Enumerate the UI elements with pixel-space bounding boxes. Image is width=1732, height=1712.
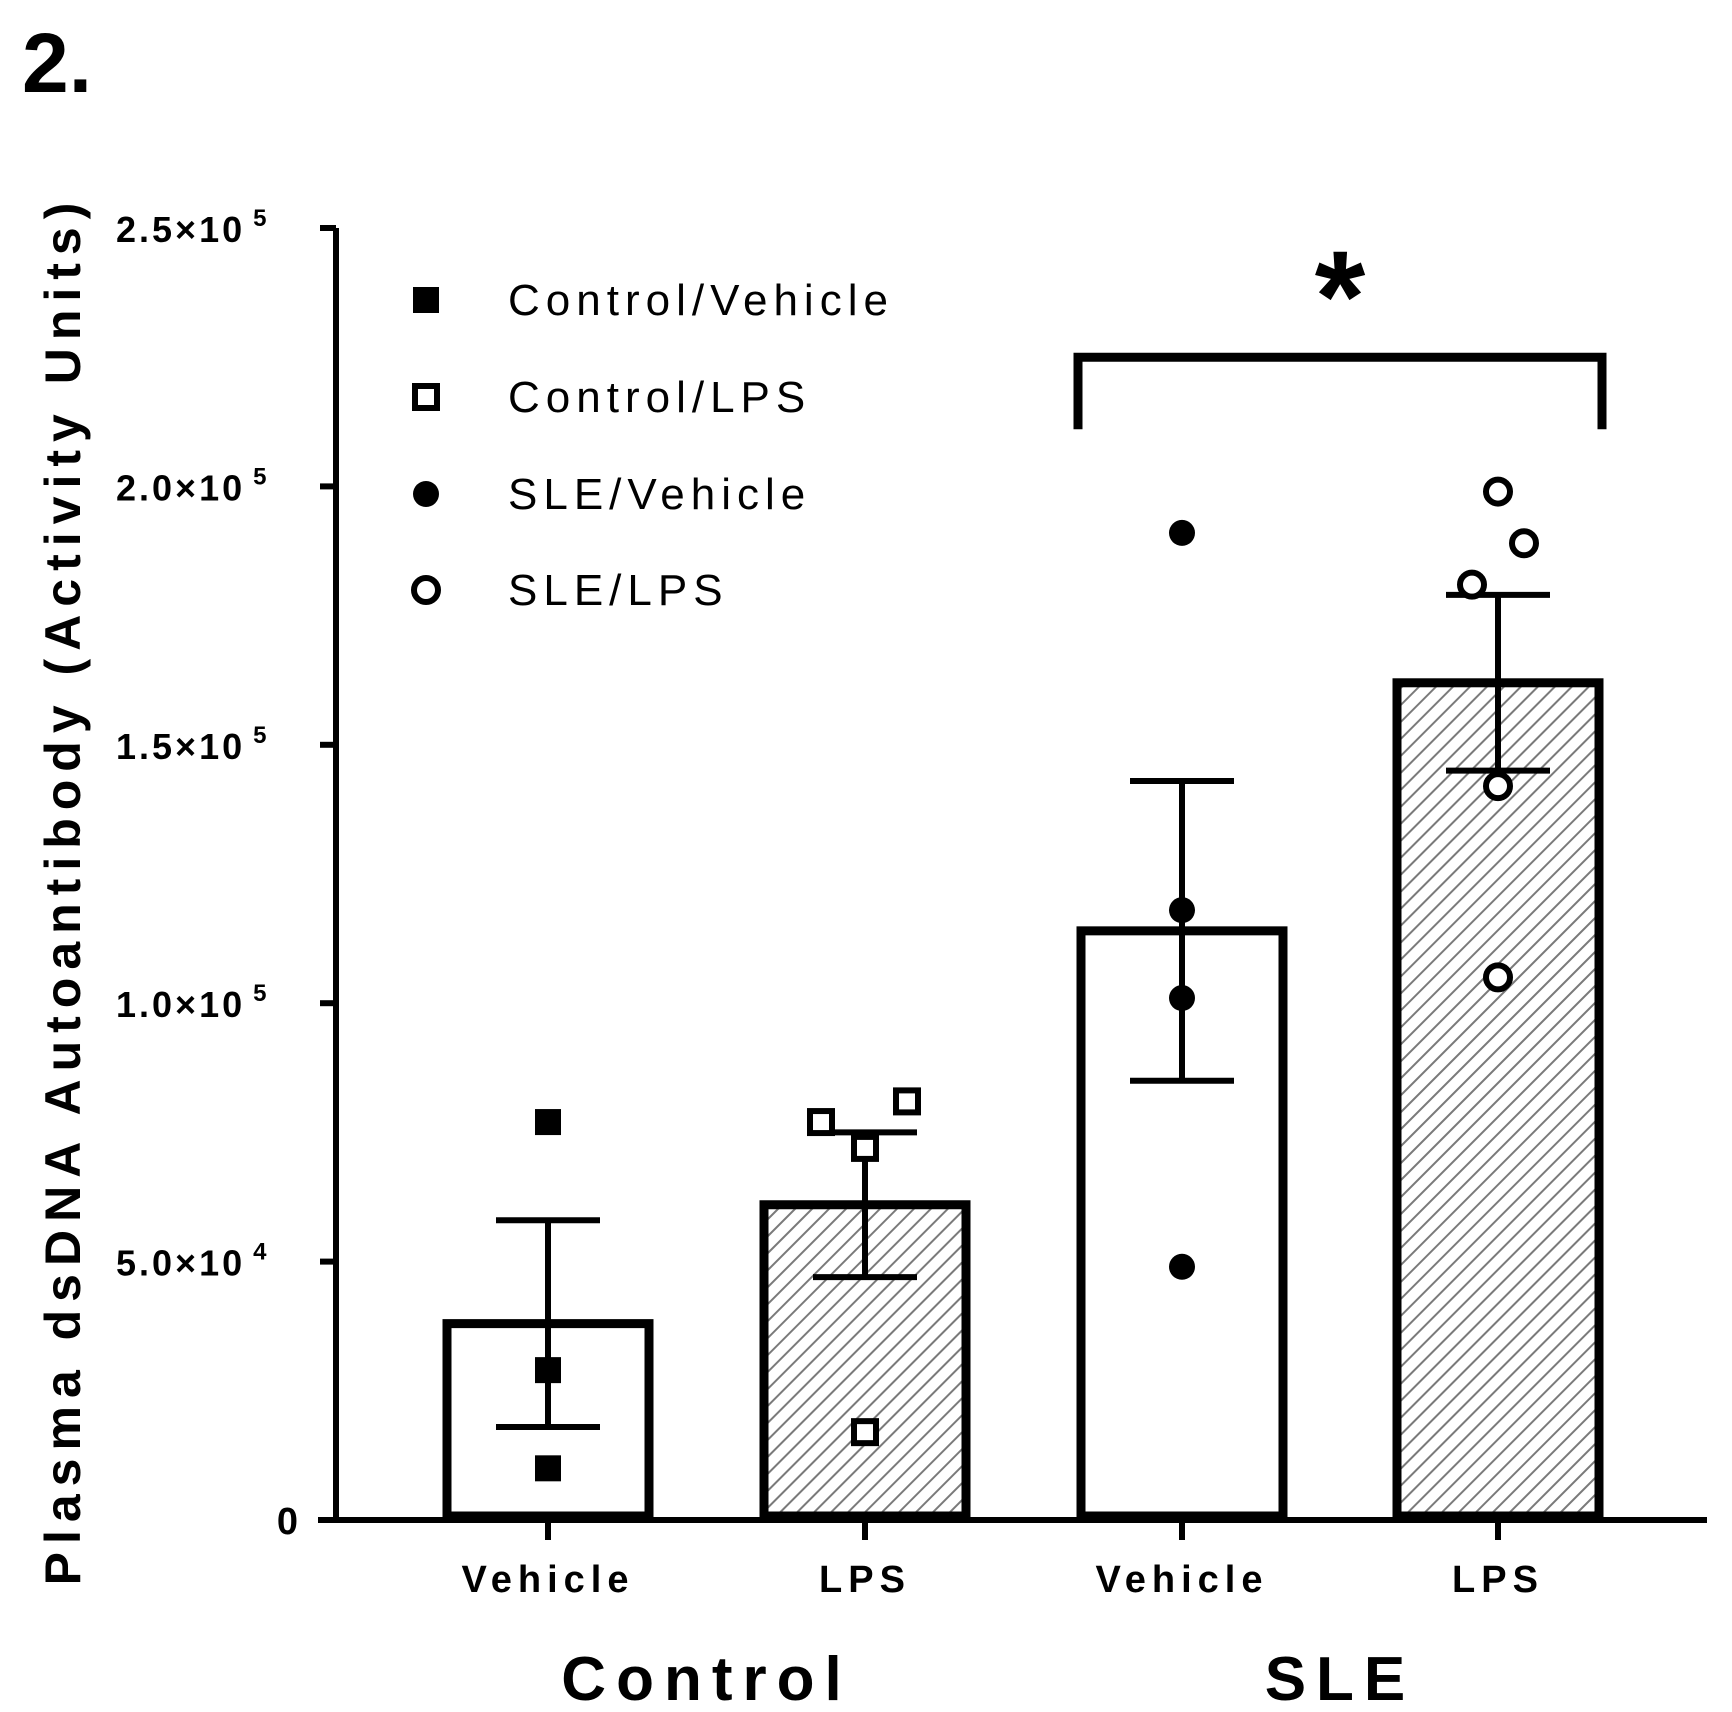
bar-sle-lps [1392, 678, 1604, 1521]
legend-marker [413, 287, 439, 313]
y-tick-times: ×10 [175, 1243, 245, 1284]
data-point [1457, 569, 1487, 600]
x-tick-label: Vehicle [462, 1559, 635, 1601]
y-tick-times: ×10 [175, 467, 245, 508]
data-point [1169, 1253, 1195, 1280]
legend-marker [412, 383, 440, 411]
group-label: Control [561, 1645, 851, 1712]
data-point [851, 1418, 879, 1447]
y-tick-times: ×10 [175, 726, 245, 767]
y-tick-exponent: 5 [253, 463, 269, 490]
y-tick-exponent: 5 [253, 980, 269, 1007]
y-tick-label: 5.0×10 4 [116, 1239, 269, 1284]
group-label: SLE [1265, 1645, 1416, 1712]
data-point [807, 1108, 835, 1137]
y-tick-mantissa: 1.5 [116, 726, 175, 767]
x-tick-label: LPS [1452, 1559, 1544, 1601]
data-point [1483, 962, 1513, 993]
data-point [1169, 519, 1195, 546]
legend-marker [411, 575, 441, 605]
data-point [535, 1357, 561, 1384]
y-tick-label: 1.0×10 5 [116, 980, 269, 1025]
y-axis-ticks: 05.0×10 41.0×10 51.5×10 52.0×10 52.5×10 5 [116, 205, 336, 1543]
data-point [1483, 771, 1513, 802]
y-tick-label: 2.0×10 5 [116, 463, 269, 508]
y-tick-exponent: 5 [253, 205, 269, 232]
legend-label: Control/LPS [508, 373, 811, 422]
y-tick-mantissa: 5.0 [116, 1243, 175, 1284]
group-labels: Control SLE [561, 1645, 1416, 1712]
data-point [1169, 897, 1195, 924]
x-tick-label: Vehicle [1096, 1559, 1269, 1601]
data-points [535, 476, 1539, 1482]
y-tick-times: ×10 [175, 209, 245, 250]
y-tick-label: 2.5×10 5 [116, 205, 269, 250]
significance-bracket-line [1073, 352, 1607, 430]
legend-label: Control/Vehicle [508, 276, 894, 325]
y-axis-label: Plasma dsDNA Autoantibody (Activity Unit… [35, 195, 91, 1586]
y-tick-mantissa: 1.0 [116, 984, 175, 1025]
y-tick-mantissa: 2.5 [116, 209, 175, 250]
legend-label: SLE/Vehicle [508, 470, 811, 519]
data-point [535, 1455, 561, 1482]
y-tick-label: 0 [277, 1501, 298, 1543]
panel-label: 2. [22, 16, 92, 110]
bars [442, 678, 1604, 1521]
y-tick-times: ×10 [175, 984, 245, 1025]
legend: Control/Vehicle Control/LPS SLE/Vehicle SLE… [411, 276, 894, 615]
legend-marker [413, 481, 439, 507]
significance-bracket: * [1073, 223, 1607, 430]
error-bars [496, 591, 1550, 1430]
legend-label: SLE/LPS [508, 566, 729, 615]
data-point [893, 1087, 921, 1116]
y-tick-exponent: 5 [253, 722, 269, 749]
data-point [535, 1109, 561, 1136]
data-point [851, 1133, 879, 1162]
data-point [1169, 985, 1195, 1012]
data-point [1483, 476, 1513, 507]
y-tick-mantissa: 2.0 [116, 467, 175, 508]
data-point [1509, 528, 1539, 559]
significance-star: * [1315, 223, 1366, 369]
x-axis-ticks: Vehicle LPS Vehicle LPS [462, 1520, 1544, 1601]
x-tick-label: LPS [819, 1559, 911, 1601]
y-tick-label: 1.5×10 5 [116, 722, 269, 767]
y-tick-exponent: 4 [253, 1239, 269, 1266]
